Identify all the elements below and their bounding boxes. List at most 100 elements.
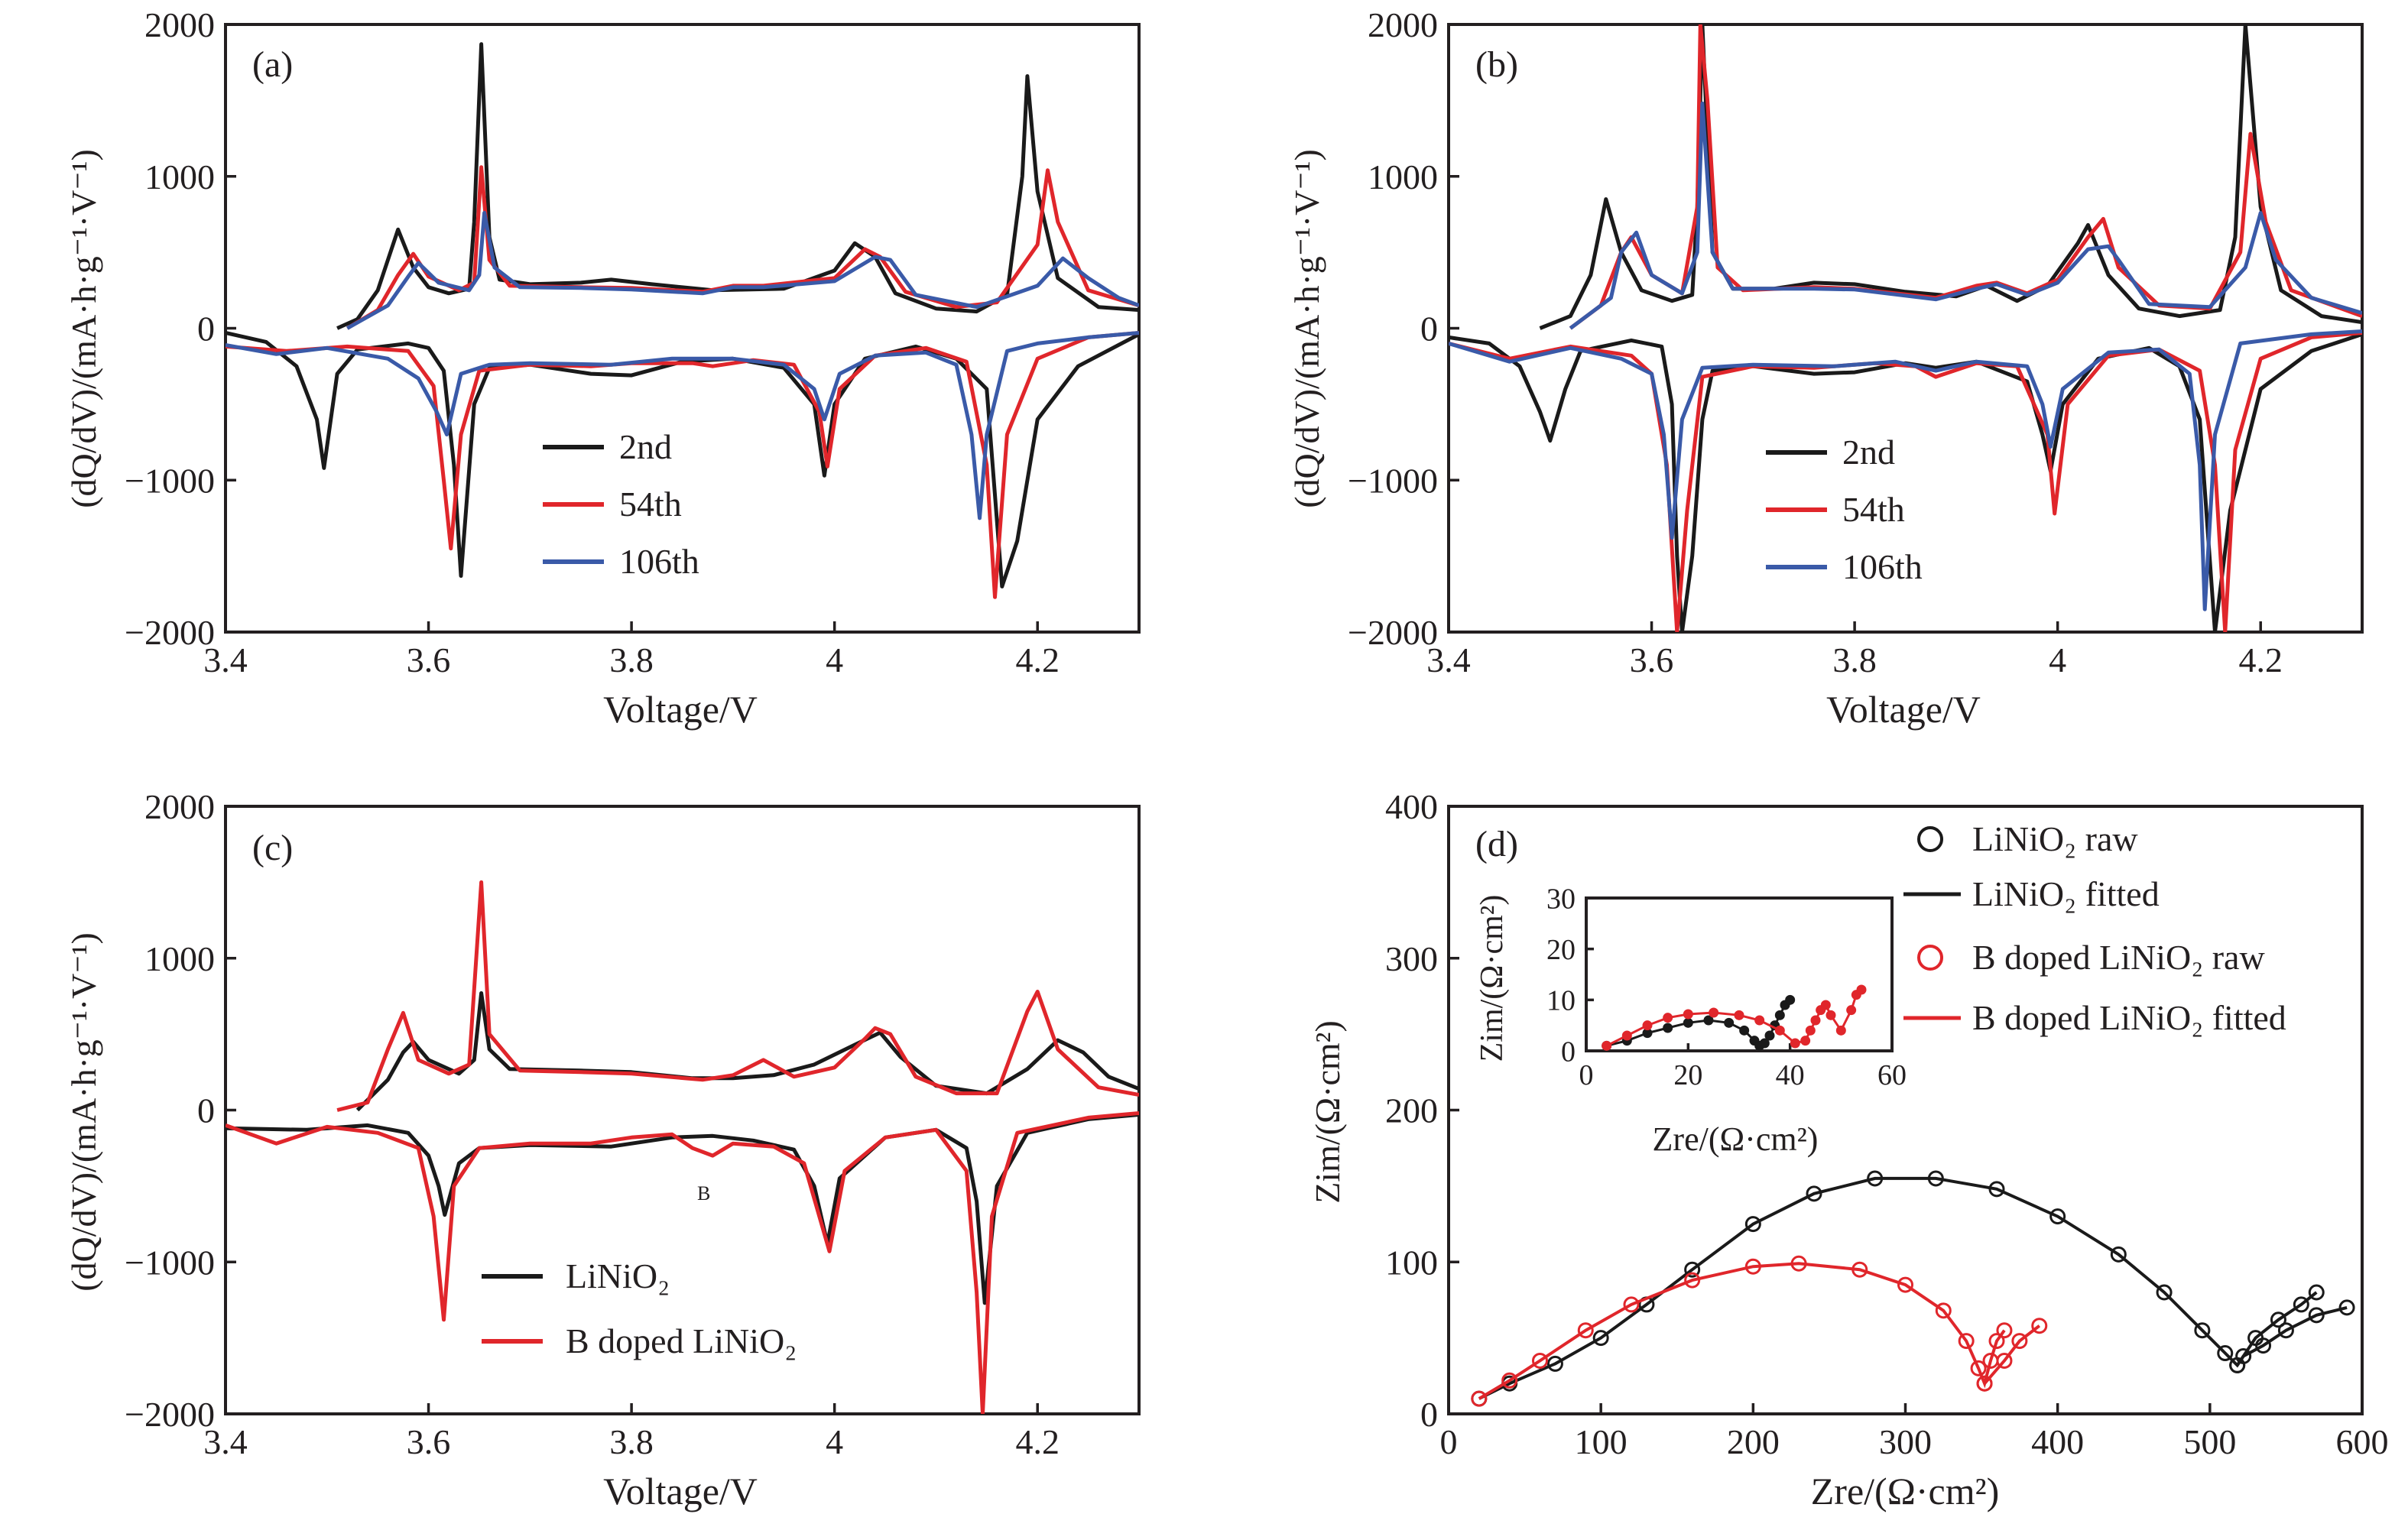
- legend-label-linio2-fitted: LiNiO₂ fitted: [1972, 874, 2160, 913]
- panel-d-xtick-label: 500: [2183, 1422, 2236, 1461]
- inset-point-0: [1724, 1017, 1735, 1028]
- point-d-1: [1996, 1322, 2013, 1339]
- point-d-1: [1976, 1375, 1993, 1392]
- panel-d-legend: LiNiO₂ raw LiNiO₂ fitted B doped LiNiO₂ …: [1903, 819, 2286, 1037]
- panel-d-label: (d): [1475, 824, 1518, 864]
- point-d-0: [2308, 1307, 2325, 1324]
- inset-point-1: [1602, 1040, 1612, 1051]
- legend-label-b-doped-raw: B doped LiNiO₂ raw: [1972, 938, 2265, 977]
- inset-point-1: [1754, 1015, 1765, 1026]
- point-d-1: [1935, 1302, 1952, 1319]
- legend-label-2nd: 2nd: [1842, 433, 1895, 472]
- point-d-0: [2338, 1299, 2355, 1316]
- panel-d-ytick-label: 200: [1385, 1091, 1438, 1130]
- point-d-0: [1927, 1170, 1944, 1187]
- series-d-1-fit: [1478, 1262, 2006, 1400]
- panel-b-ytick-label: −2000: [1348, 613, 1438, 652]
- inset-frame: [1585, 896, 1894, 1052]
- inset-point-0: [1774, 1010, 1785, 1020]
- panel-a-xlabel: Voltage/V: [603, 688, 758, 731]
- panel-b-xtick-label: 3.8: [1832, 640, 1877, 679]
- inset-xlabel: Zre/(Ω·cm²): [1653, 1120, 1819, 1158]
- panel-a-frame: [224, 23, 1141, 634]
- inset-point-1: [1734, 1010, 1744, 1020]
- panel-d-xtick-label: 400: [2031, 1422, 2084, 1461]
- panel-c-xtick-label: 3.8: [609, 1422, 654, 1461]
- point-d-0: [1744, 1216, 1761, 1233]
- point-d-1: [1577, 1322, 1594, 1339]
- point-d-1: [1988, 1333, 2005, 1350]
- point-d-1: [1684, 1272, 1701, 1289]
- point-d-0: [2049, 1208, 2066, 1225]
- series-b-2-discharge: [1449, 329, 2362, 611]
- panel-c-ytick-label: −1000: [125, 1243, 215, 1282]
- series-d-1-tail: [1983, 1324, 2041, 1385]
- point-d-1: [1532, 1352, 1548, 1369]
- panel-a-ytick-label: 0: [197, 310, 215, 349]
- panel-b-xtick-label: 3.6: [1630, 640, 1674, 679]
- point-d-0: [1867, 1170, 1884, 1187]
- panel-b-ytick-label: 0: [1420, 310, 1438, 349]
- inset-xtick-label: 40: [1776, 1059, 1805, 1091]
- panel-d-inset: Zre/(Ω·cm²) Zim/(Ω·cm²) 0 20 40 60 0 10 20 30: [1475, 883, 1907, 1158]
- point-d-1: [2031, 1318, 2048, 1334]
- panel-b-xtick-label: 4.2: [2238, 640, 2283, 679]
- series-a-2-discharge: [226, 331, 1139, 520]
- panel-d: (d) Zre/(Ω·cm²) Zim/(Ω·cm²) LiNiO₂ raw L…: [1308, 787, 2389, 1512]
- inset-point-1: [1621, 1030, 1632, 1041]
- point-d-1: [1471, 1390, 1488, 1407]
- panel-a-ylabel: (dQ/dV)/(mA·h·g⁻¹·V⁻¹): [64, 149, 103, 508]
- inset-point-0: [1739, 1025, 1750, 1036]
- panel-c-ytick-label: 0: [197, 1091, 215, 1130]
- legend-label-b-doped: B doped LiNiO₂: [566, 1321, 797, 1360]
- point-d-1: [1623, 1296, 1640, 1313]
- panel-a-label: (a): [252, 44, 293, 85]
- point-d-0: [1988, 1181, 2005, 1198]
- panel-a-xtick-label: 3.8: [609, 640, 654, 679]
- point-d-0: [2293, 1296, 2309, 1313]
- panel-b: (b) Voltage/V (dQ/dV)/(mA·h·g⁻¹·V⁻¹) 2nd…: [1287, 5, 2364, 731]
- point-d-0: [1806, 1185, 1822, 1202]
- legend-label-linio2-raw: LiNiO₂ raw: [1972, 819, 2138, 858]
- inset-ytick-label: 0: [1561, 1036, 1576, 1068]
- inset-point-1: [1805, 1025, 1816, 1036]
- panel-a-ytick-label: 2000: [144, 5, 215, 44]
- panel-d-plot-area: [1471, 1170, 2355, 1407]
- point-d-1: [1744, 1258, 1761, 1275]
- point-d-0: [2156, 1284, 2173, 1301]
- legend-label-106th: 106th: [619, 542, 699, 581]
- inset-xtick-label: 20: [1673, 1059, 1702, 1091]
- legend-label-2nd: 2nd: [619, 427, 672, 466]
- series-c-0-discharge: [226, 1113, 1139, 1305]
- panel-c-ytick-label: 2000: [144, 787, 215, 826]
- panel-a-xtick-label: 4.2: [1015, 640, 1060, 679]
- panel-b-ytick-label: 1000: [1368, 157, 1438, 196]
- panel-d-ytick-label: 300: [1385, 939, 1438, 978]
- inset-point-1: [1774, 1025, 1785, 1036]
- point-d-0: [2308, 1284, 2325, 1301]
- point-d-0: [2229, 1357, 2246, 1373]
- inset-ytick-label: 30: [1546, 883, 1576, 915]
- legend-label-54th: 54th: [1842, 490, 1905, 529]
- point-d-0: [2217, 1345, 2234, 1361]
- series-c-0-charge: [355, 991, 1139, 1112]
- point-d-1: [1851, 1261, 1868, 1278]
- panel-c-ylabel: (dQ/dV)/(mA·h·g⁻¹·V⁻¹): [64, 932, 103, 1292]
- point-d-0: [1684, 1261, 1701, 1278]
- panel-b-xlabel: Voltage/V: [1826, 688, 1981, 731]
- panel-a-xtick-label: 3.4: [203, 640, 248, 679]
- panel-c-xlabel: Voltage/V: [603, 1470, 758, 1512]
- inset-xtick-label: 60: [1877, 1059, 1907, 1091]
- inset-point-0: [1663, 1023, 1673, 1033]
- point-d-1: [2011, 1333, 2028, 1350]
- legend-label-linio2: LiNiO₂: [566, 1256, 670, 1295]
- panel-c-ytick-label: −2000: [125, 1395, 215, 1434]
- inset-point-0: [1785, 994, 1796, 1005]
- panel-d-xtick-label: 200: [1727, 1422, 1780, 1461]
- series-a-0-discharge: [226, 331, 1139, 588]
- panel-c-plot-area: [226, 880, 1139, 1414]
- series-b-2-charge: [1569, 101, 2362, 330]
- legend-marker-linio2-raw: [1917, 826, 1943, 852]
- point-d-1: [1897, 1276, 1913, 1293]
- legend-label-106th: 106th: [1842, 547, 1923, 586]
